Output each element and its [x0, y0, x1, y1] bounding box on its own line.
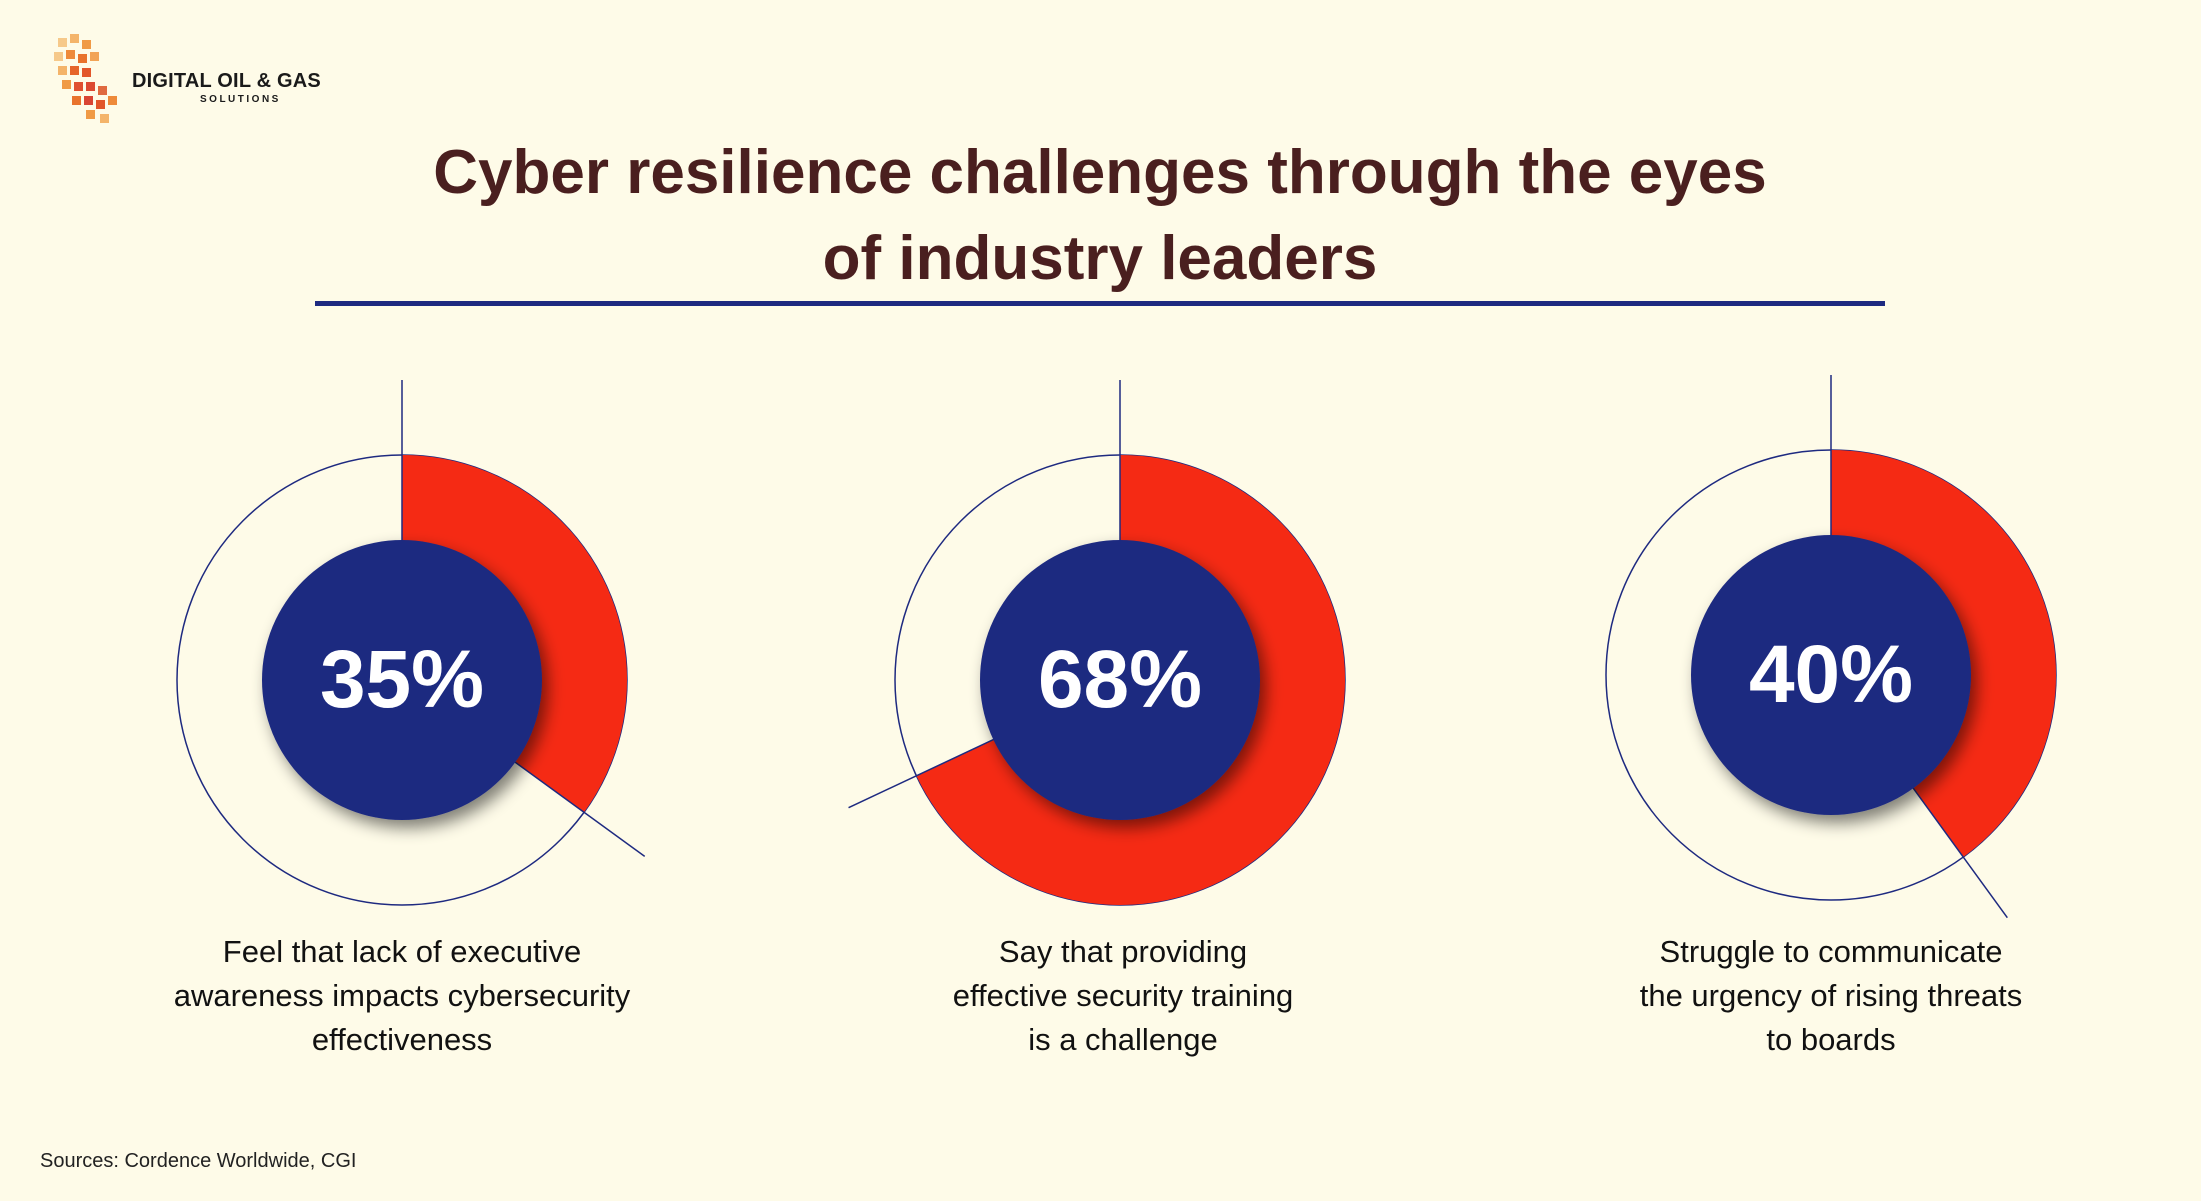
logo: DIGITAL OIL & GAS SOLUTIONS: [50, 30, 321, 130]
chart-3-caption-line-1: Struggle to communicate: [1659, 934, 2003, 969]
logo-mark-icon: [54, 34, 117, 123]
chart-3-center-disc: [1691, 535, 1971, 815]
chart-2-caption: Say that providing effective security tr…: [893, 930, 1353, 1062]
chart-2-center-disc: [980, 540, 1260, 820]
chart-3-caption: Struggle to communicate the urgency of r…: [1601, 930, 2061, 1062]
chart-3-value: 40%: [1748, 629, 1914, 720]
chart-3-caption-line-3: to boards: [1766, 1022, 1896, 1057]
source-note: Sources: Cordence Worldwide, CGI: [40, 1150, 357, 1172]
chart-2-caption-line-2: effective security training: [952, 978, 1294, 1013]
chart-3-caption-line-2: the urgency of rising threats: [1639, 978, 2023, 1013]
chart-1-value: 35%: [319, 634, 485, 725]
chart-2-caption-line-3: is a challenge: [1028, 1022, 1218, 1057]
page-title-line-1: Cyber resilience challenges through the …: [433, 138, 1767, 207]
title-underline: [315, 301, 1885, 306]
logo-title: DIGITAL OIL & GAS: [132, 70, 321, 92]
chart-1-caption-line-3: effectiveness: [311, 1022, 493, 1057]
chart-2-caption-line-1: Say that providing: [998, 934, 1248, 969]
logo-subtitle: SOLUTIONS: [200, 94, 281, 105]
chart-1-caption-line-2: awareness impacts cybersecurity: [173, 978, 631, 1013]
chart-2-value: 68%: [1037, 634, 1203, 725]
chart-1-caption-line-1: Feel that lack of executive: [222, 934, 582, 969]
chart-1-caption: Feel that lack of executive awareness im…: [172, 930, 632, 1062]
chart-1-center-disc: [262, 540, 542, 820]
page-title: Cyber resilience challenges through the …: [300, 130, 1900, 302]
page-title-line-2: of industry leaders: [822, 224, 1378, 293]
